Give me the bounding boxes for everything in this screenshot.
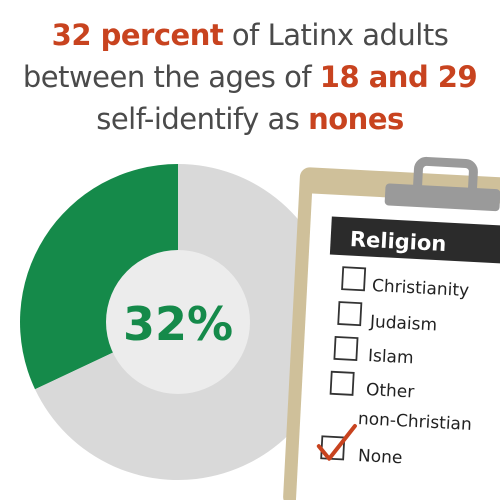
donut-center	[106, 250, 250, 394]
religion-header-bar	[329, 216, 500, 264]
clipboard-clip-ring	[413, 156, 478, 202]
option-other: Other	[365, 380, 415, 403]
headline-line-2: between the ages of 18 and 29	[0, 56, 500, 98]
headline-line-1: 32 percent of Latinx adults	[0, 14, 500, 56]
headline-line-3: self-identify as nones	[0, 98, 500, 140]
checkbox-christianity[interactable]	[341, 266, 367, 292]
headline-nones: nones	[308, 102, 404, 136]
headline-percent: 32 percent	[51, 18, 224, 52]
headline: 32 percent of Latinx adults between the …	[0, 14, 500, 140]
check-mark-icon	[316, 424, 357, 461]
center-percent-label: 32%	[123, 297, 233, 351]
headline-text-1: of Latinx adults	[223, 18, 449, 52]
checkbox-other[interactable]	[329, 370, 355, 396]
option-judaism: Judaism	[369, 312, 438, 336]
checkbox-judaism[interactable]	[337, 301, 363, 327]
headline-text-3: self-identify as	[96, 102, 309, 136]
option-none: None	[357, 446, 403, 469]
clipboard-paper	[295, 193, 500, 500]
headline-text-2: between the ages of	[22, 60, 320, 94]
headline-age-range: 18 and 29	[319, 60, 478, 94]
option-islam: Islam	[367, 346, 415, 369]
checkbox-islam[interactable]	[333, 335, 359, 361]
religion-title: Religion	[349, 227, 447, 257]
